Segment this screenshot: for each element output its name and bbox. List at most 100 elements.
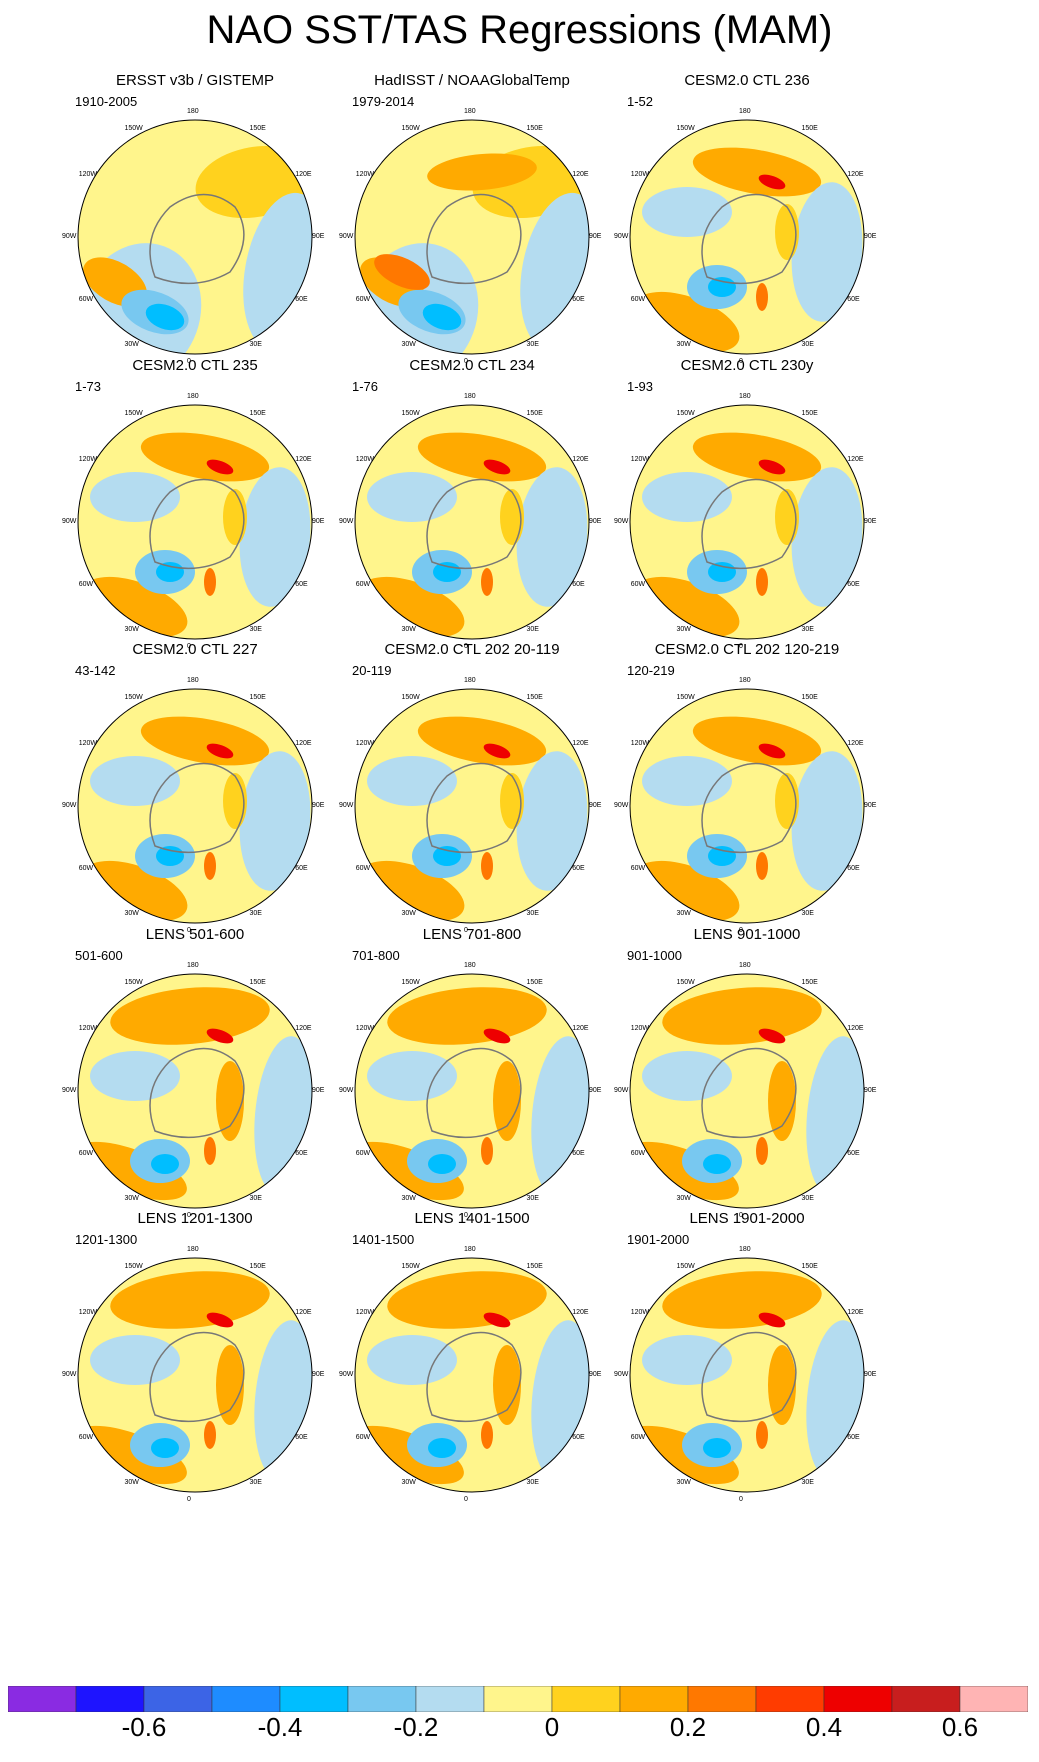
- positive-region: [206, 1028, 234, 1044]
- longitude-label: 180: [739, 108, 751, 115]
- longitude-label: 90W: [339, 1371, 354, 1378]
- positive-region: [662, 987, 822, 1045]
- coastline: [701, 193, 797, 285]
- map-border: [354, 404, 590, 640]
- panel-title: CESM2.0 CTL 202 20-119: [384, 641, 560, 658]
- map-panel: HadISST / NOAAGlobalTemp 1979-2014 180 150E…: [322, 72, 622, 390]
- positive-region: [204, 852, 216, 880]
- longitude-label: 60W: [78, 1149, 94, 1157]
- coastline: [426, 193, 522, 285]
- longitude-label: 150W: [676, 124, 695, 132]
- panel-year-range: 1201-1300: [75, 1232, 138, 1247]
- longitude-label: 0: [739, 927, 743, 934]
- positive-region: [493, 1061, 521, 1141]
- coastline: [149, 762, 245, 854]
- longitude-label: 30E: [249, 910, 262, 918]
- longitude-label: 150W: [124, 978, 143, 986]
- colorbar-tick-label: 0.2: [669, 1712, 707, 1742]
- panel-title: LENS 1201-1300: [137, 1210, 253, 1227]
- map-border: [77, 119, 313, 355]
- longitude-label: 120E: [572, 1024, 589, 1032]
- polar-map: [77, 973, 313, 1209]
- map-field: [630, 1258, 864, 1492]
- longitude-label: 90W: [339, 802, 354, 809]
- positive-region: [493, 1345, 521, 1425]
- colorbar-swatch: [891, 1686, 961, 1712]
- positive-region: [768, 1061, 796, 1141]
- negative-region: [708, 562, 736, 582]
- longitude-label: 150W: [124, 124, 143, 132]
- longitude-label: 120W: [78, 739, 98, 747]
- colorbar-swatch: [347, 1686, 417, 1712]
- longitude-label: 150W: [124, 409, 143, 417]
- longitude-label: 30E: [801, 626, 814, 634]
- map-field: [630, 689, 864, 923]
- negative-region: [90, 1051, 180, 1101]
- map-panel: LENS 1901-2000 1901-2000 180 150E 120E 90E 60E…: [597, 1210, 897, 1528]
- longitude-label: 90E: [589, 802, 602, 809]
- positive-region: [387, 987, 547, 1045]
- longitude-label: 150W: [676, 978, 695, 986]
- longitude-label: 180: [739, 1246, 751, 1253]
- longitude-label: 90E: [864, 518, 877, 525]
- longitude-label: 30E: [526, 626, 539, 634]
- negative-region: [642, 1051, 732, 1101]
- longitude-label: 120E: [847, 455, 864, 463]
- longitude-label: 90W: [339, 518, 354, 525]
- longitude-label: 180: [187, 962, 199, 969]
- map-panel: LENS 901-1000 901-1000 180 150E 120E 90E 60E 30…: [597, 926, 897, 1244]
- panel-year-range: 1-76: [352, 379, 379, 394]
- longitude-label: 30E: [526, 1195, 539, 1203]
- negative-region: [422, 303, 462, 331]
- longitude-label: 120W: [78, 1024, 98, 1032]
- longitude-label: 0: [739, 643, 743, 650]
- panel-title: CESM2.0 CTL 202 120-219: [654, 641, 840, 658]
- longitude-label: 30E: [526, 341, 539, 349]
- map-field: [355, 1258, 589, 1492]
- panel-title: CESM2.0 CTL 236: [684, 72, 810, 89]
- polar-map: [629, 973, 865, 1209]
- coastline: [426, 478, 522, 570]
- longitude-label: 180: [739, 962, 751, 969]
- longitude-label: 60E: [295, 580, 308, 588]
- longitude-label: 90W: [62, 1087, 77, 1094]
- longitude-label: 30W: [401, 626, 416, 634]
- negative-region: [239, 467, 311, 607]
- positive-region: [216, 1345, 244, 1425]
- positive-region: [483, 743, 511, 759]
- longitude-label: 120W: [355, 455, 375, 463]
- longitude-label: 90E: [589, 1087, 602, 1094]
- longitude-label: 150E: [526, 124, 543, 132]
- positive-region: [481, 852, 493, 880]
- positive-region: [481, 568, 493, 596]
- longitude-label: 90E: [864, 1087, 877, 1094]
- longitude-label: 30W: [676, 1195, 691, 1203]
- longitude-label: 180: [187, 677, 199, 684]
- coastline: [701, 762, 797, 854]
- longitude-label: 120E: [847, 1024, 864, 1032]
- colorbar-swatch: [959, 1686, 1028, 1712]
- positive-region: [756, 1137, 768, 1165]
- longitude-label: 90W: [339, 1087, 354, 1094]
- longitude-label: 120E: [847, 739, 864, 747]
- colorbar-swatch: [415, 1686, 485, 1712]
- colorbar: [8, 1686, 1028, 1712]
- negative-region: [703, 1154, 731, 1174]
- longitude-label: 60W: [355, 1149, 371, 1157]
- colorbar-swatch: [483, 1686, 553, 1712]
- longitude-label: 120W: [630, 1308, 650, 1316]
- polar-map: [77, 119, 313, 355]
- positive-region: [483, 1028, 511, 1044]
- longitude-label: 120W: [630, 739, 650, 747]
- positive-region: [756, 568, 768, 596]
- longitude-label: 150E: [801, 409, 818, 417]
- coastline: [701, 478, 797, 570]
- positive-region: [204, 1137, 216, 1165]
- longitude-label: 60E: [295, 295, 308, 303]
- panel-year-range: 20-119: [352, 663, 392, 678]
- longitude-label: 90W: [62, 1371, 77, 1378]
- negative-region: [90, 1335, 180, 1385]
- positive-region: [692, 716, 822, 766]
- longitude-label: 0: [739, 1212, 743, 1219]
- map-border: [354, 1257, 590, 1493]
